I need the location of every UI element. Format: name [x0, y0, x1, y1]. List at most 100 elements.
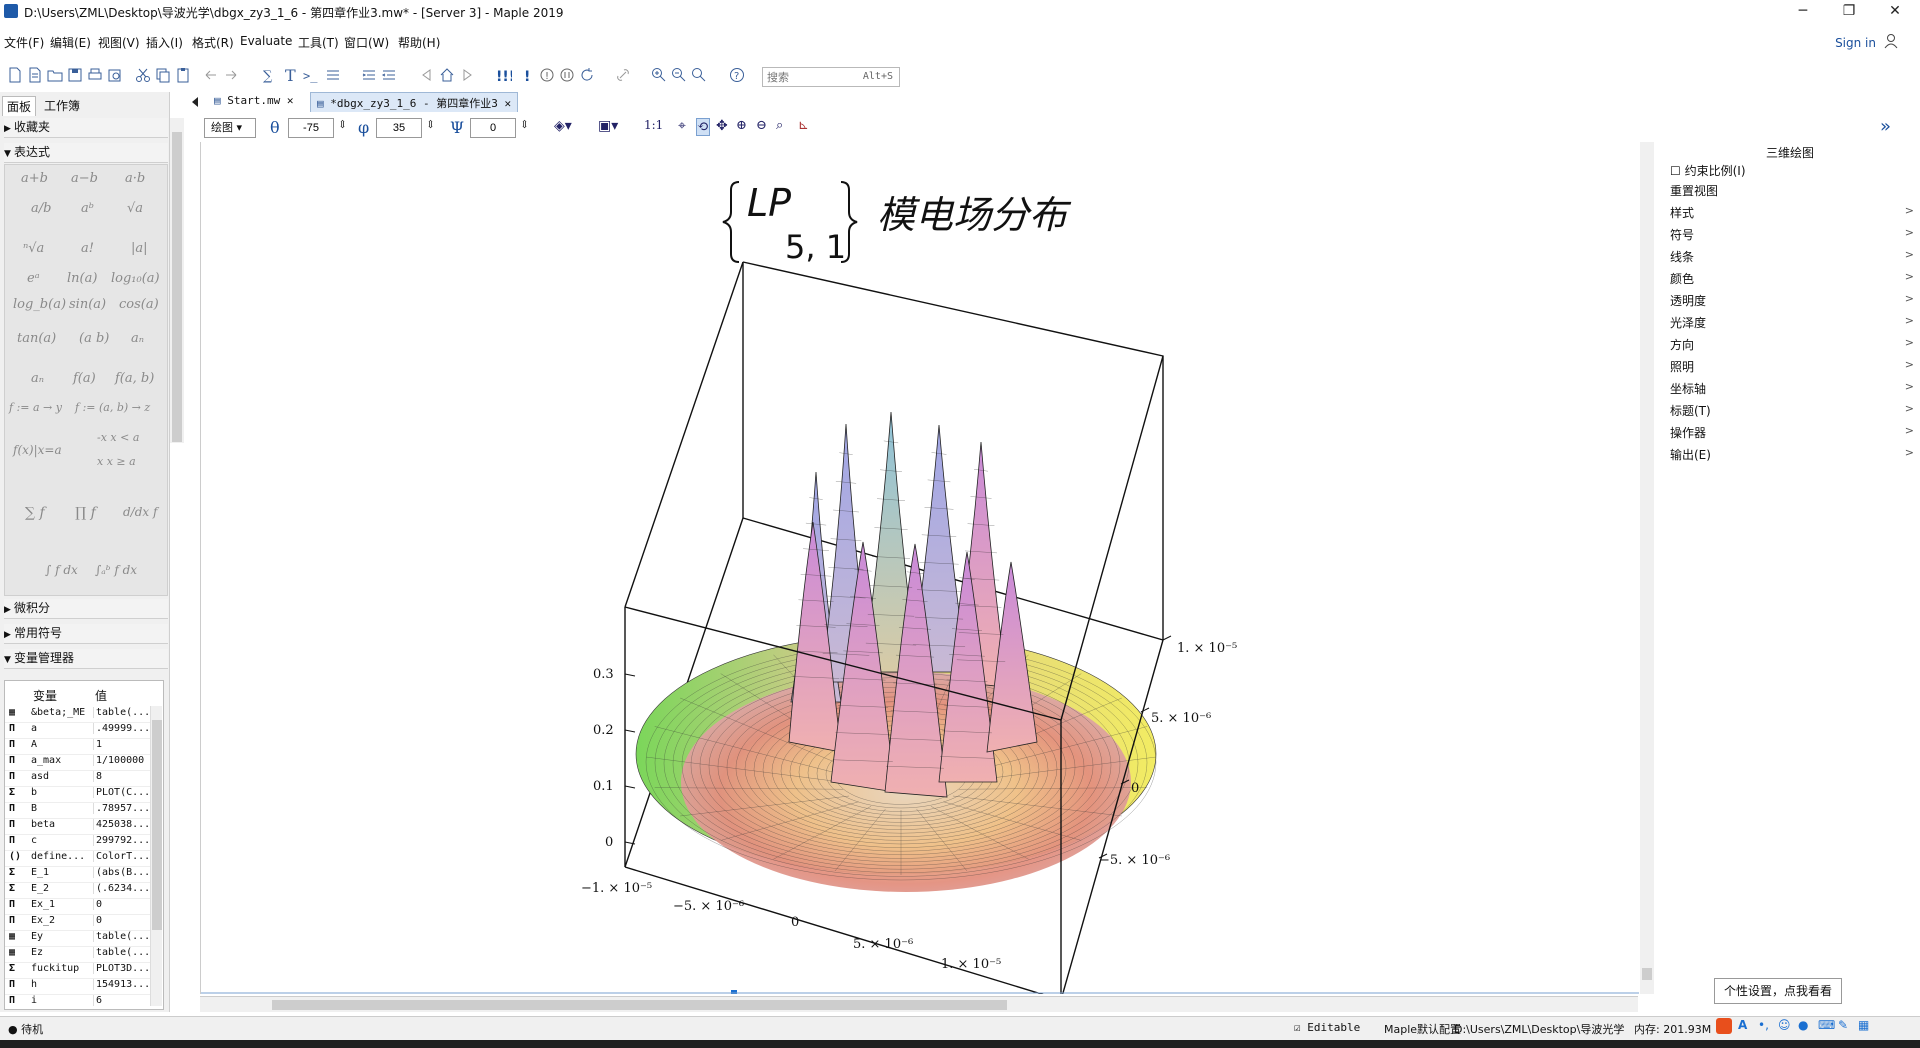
paste-icon[interactable] [174, 66, 192, 84]
home-icon[interactable] [438, 66, 456, 84]
rotate-icon[interactable]: ⟲ [696, 118, 710, 136]
pan-icon[interactable]: ✥ [716, 118, 728, 134]
expr-binomial[interactable]: (a b) [79, 331, 110, 346]
expr-arrow-1[interactable]: f := a → y [9, 401, 62, 414]
menu-help[interactable]: 帮助(H) [398, 36, 441, 50]
expr-fraction[interactable]: a/b [31, 201, 52, 216]
minimize-button[interactable]: ─ [1798, 3, 1808, 19]
table-row[interactable]: Π A 1 [5, 739, 151, 755]
search-box[interactable]: Alt+S [762, 67, 900, 87]
forward-icon[interactable] [458, 66, 476, 84]
theta-spinner[interactable]: ⇕ [338, 118, 348, 131]
table-row[interactable]: Π B .78957... [5, 803, 151, 819]
panel-collapse-icon[interactable] [190, 96, 200, 108]
close-tab-icon[interactable]: ✕ [504, 97, 512, 110]
menu-window[interactable]: 窗口(W) [344, 36, 390, 50]
maximize-button[interactable]: ❐ [1842, 3, 1856, 19]
table-row[interactable]: Σ E_1 (abs(B... [5, 867, 151, 883]
restart-icon[interactable] [578, 66, 596, 84]
expr-nroot[interactable]: ⁿ√a [23, 241, 45, 256]
emoji-icon[interactable]: ☺ [1778, 1018, 1791, 1032]
copy-icon[interactable] [154, 66, 172, 84]
section-icon[interactable] [324, 66, 342, 84]
microphone-icon[interactable]: ● [1798, 1018, 1809, 1032]
keyboard-icon[interactable]: ⌨ [1818, 1018, 1836, 1032]
section-expression[interactable]: ▼ 表达式 [4, 143, 168, 163]
context-item[interactable]: 照明 > [1670, 358, 1914, 374]
zoom-in-icon[interactable] [650, 66, 668, 84]
expr-add[interactable]: a+b [21, 171, 48, 186]
menu-format[interactable]: 格式(R) [192, 36, 234, 50]
expr-piecewise-1[interactable]: -x x < a [97, 431, 140, 444]
skin-icon[interactable]: ✎ [1838, 1018, 1849, 1032]
outdent-icon[interactable] [380, 66, 398, 84]
zoom-out-icon[interactable] [670, 66, 688, 84]
worksheet-area[interactable]: LP 5, 1 模电场分布 [200, 142, 1639, 1001]
context-item[interactable]: 透明度 > [1670, 292, 1914, 308]
context-item[interactable]: 光泽度 > [1670, 314, 1914, 330]
context-item[interactable]: 操作器 > [1670, 424, 1914, 440]
phi-input[interactable] [376, 118, 422, 138]
point-probe-icon[interactable]: ⌖ [678, 118, 686, 134]
context-item[interactable]: 方向 > [1670, 336, 1914, 352]
expr-abs[interactable]: |a| [131, 241, 148, 256]
table-row[interactable]: Π Ex_1 0 [5, 899, 151, 915]
search-input[interactable] [763, 68, 843, 86]
context-item[interactable]: 线条 > [1670, 248, 1914, 264]
expand-context-panel-icon[interactable]: » [1880, 116, 1892, 137]
expr-cos[interactable]: cos(a) [119, 297, 159, 312]
menu-tools[interactable]: 工具(T) [298, 36, 339, 50]
variable-scrollbar[interactable] [150, 706, 162, 1006]
context-item[interactable]: 坐标轴 > [1670, 380, 1914, 396]
sign-in-link[interactable]: Sign in [1835, 36, 1876, 50]
section-variable-manager[interactable]: ▼ 变量管理器 [4, 649, 168, 669]
expr-product[interactable]: ∏ f [75, 505, 96, 521]
menu-evaluate[interactable]: Evaluate [240, 34, 293, 48]
punctuation-icon[interactable]: •, [1758, 1018, 1769, 1032]
section-favorites[interactable]: ▶ 收藏夹 [4, 118, 168, 138]
psi-input[interactable] [470, 118, 516, 138]
menu-insert[interactable]: 插入(I) [146, 36, 183, 50]
expr-log10[interactable]: log₁₀(a) [111, 271, 160, 286]
menu-edit[interactable]: 编辑(E) [50, 36, 91, 50]
constrained-scaling-checkbox[interactable]: ☐ 约束比例(I) [1670, 164, 1746, 178]
plot-3d[interactable]: LP 5, 1 模电场分布 [201, 142, 1639, 1001]
execute-all-icon[interactable]: !!! [494, 66, 515, 85]
context-item[interactable]: 样式 > [1670, 204, 1914, 220]
theta-input[interactable] [288, 118, 334, 138]
checkbox-icon[interactable]: ☐ [1670, 164, 1681, 178]
redo-icon[interactable] [222, 66, 240, 84]
expr-logb[interactable]: log_b(a) [13, 297, 67, 312]
expr-power[interactable]: aᵇ [81, 201, 94, 216]
math-mode-icon[interactable]: ∑ [260, 66, 278, 84]
expr-arrow-2[interactable]: f := (a, b) → z [75, 401, 151, 414]
section-common-symbols[interactable]: ▶ 常用符号 [4, 624, 168, 644]
print-preview-icon[interactable] [106, 66, 124, 84]
expr-exp[interactable]: eᵃ [27, 271, 40, 286]
tab-active-document[interactable]: ▤ *dbgx_zy3_1_6 - 第四章作业3 ✕ [310, 92, 519, 112]
expr-sin[interactable]: sin(a) [69, 297, 107, 312]
table-row[interactable]: ▦ Ez table(... [5, 947, 151, 963]
expr-function-2[interactable]: f(a, b) [115, 371, 155, 386]
expr-sqrt[interactable]: √a [127, 201, 144, 216]
plot-zoom-in-icon[interactable]: ⊕ [736, 118, 747, 133]
new-worksheet-icon[interactable] [26, 66, 44, 84]
table-row[interactable]: Π Ex_2 0 [5, 915, 151, 931]
help-icon[interactable]: ? [728, 66, 746, 84]
plot-mode-dropdown[interactable]: 绘图 ▾ [204, 118, 256, 138]
tab-palettes[interactable]: 面板 [2, 96, 37, 116]
execution-group-icon[interactable]: >_ [302, 66, 320, 84]
input-method-icon[interactable] [1716, 1018, 1732, 1034]
plot-scale-icon[interactable]: ⌕ [776, 118, 784, 133]
section-calculus[interactable]: ▶ 微积分 [4, 599, 168, 619]
editable-checkbox[interactable]: ☑ Editable [1294, 1021, 1361, 1034]
style-icon[interactable]: ◈▾ [554, 118, 572, 134]
expr-ln[interactable]: ln(a) [67, 271, 98, 286]
plot-zoom-out-icon[interactable]: ⊖ [756, 118, 767, 133]
